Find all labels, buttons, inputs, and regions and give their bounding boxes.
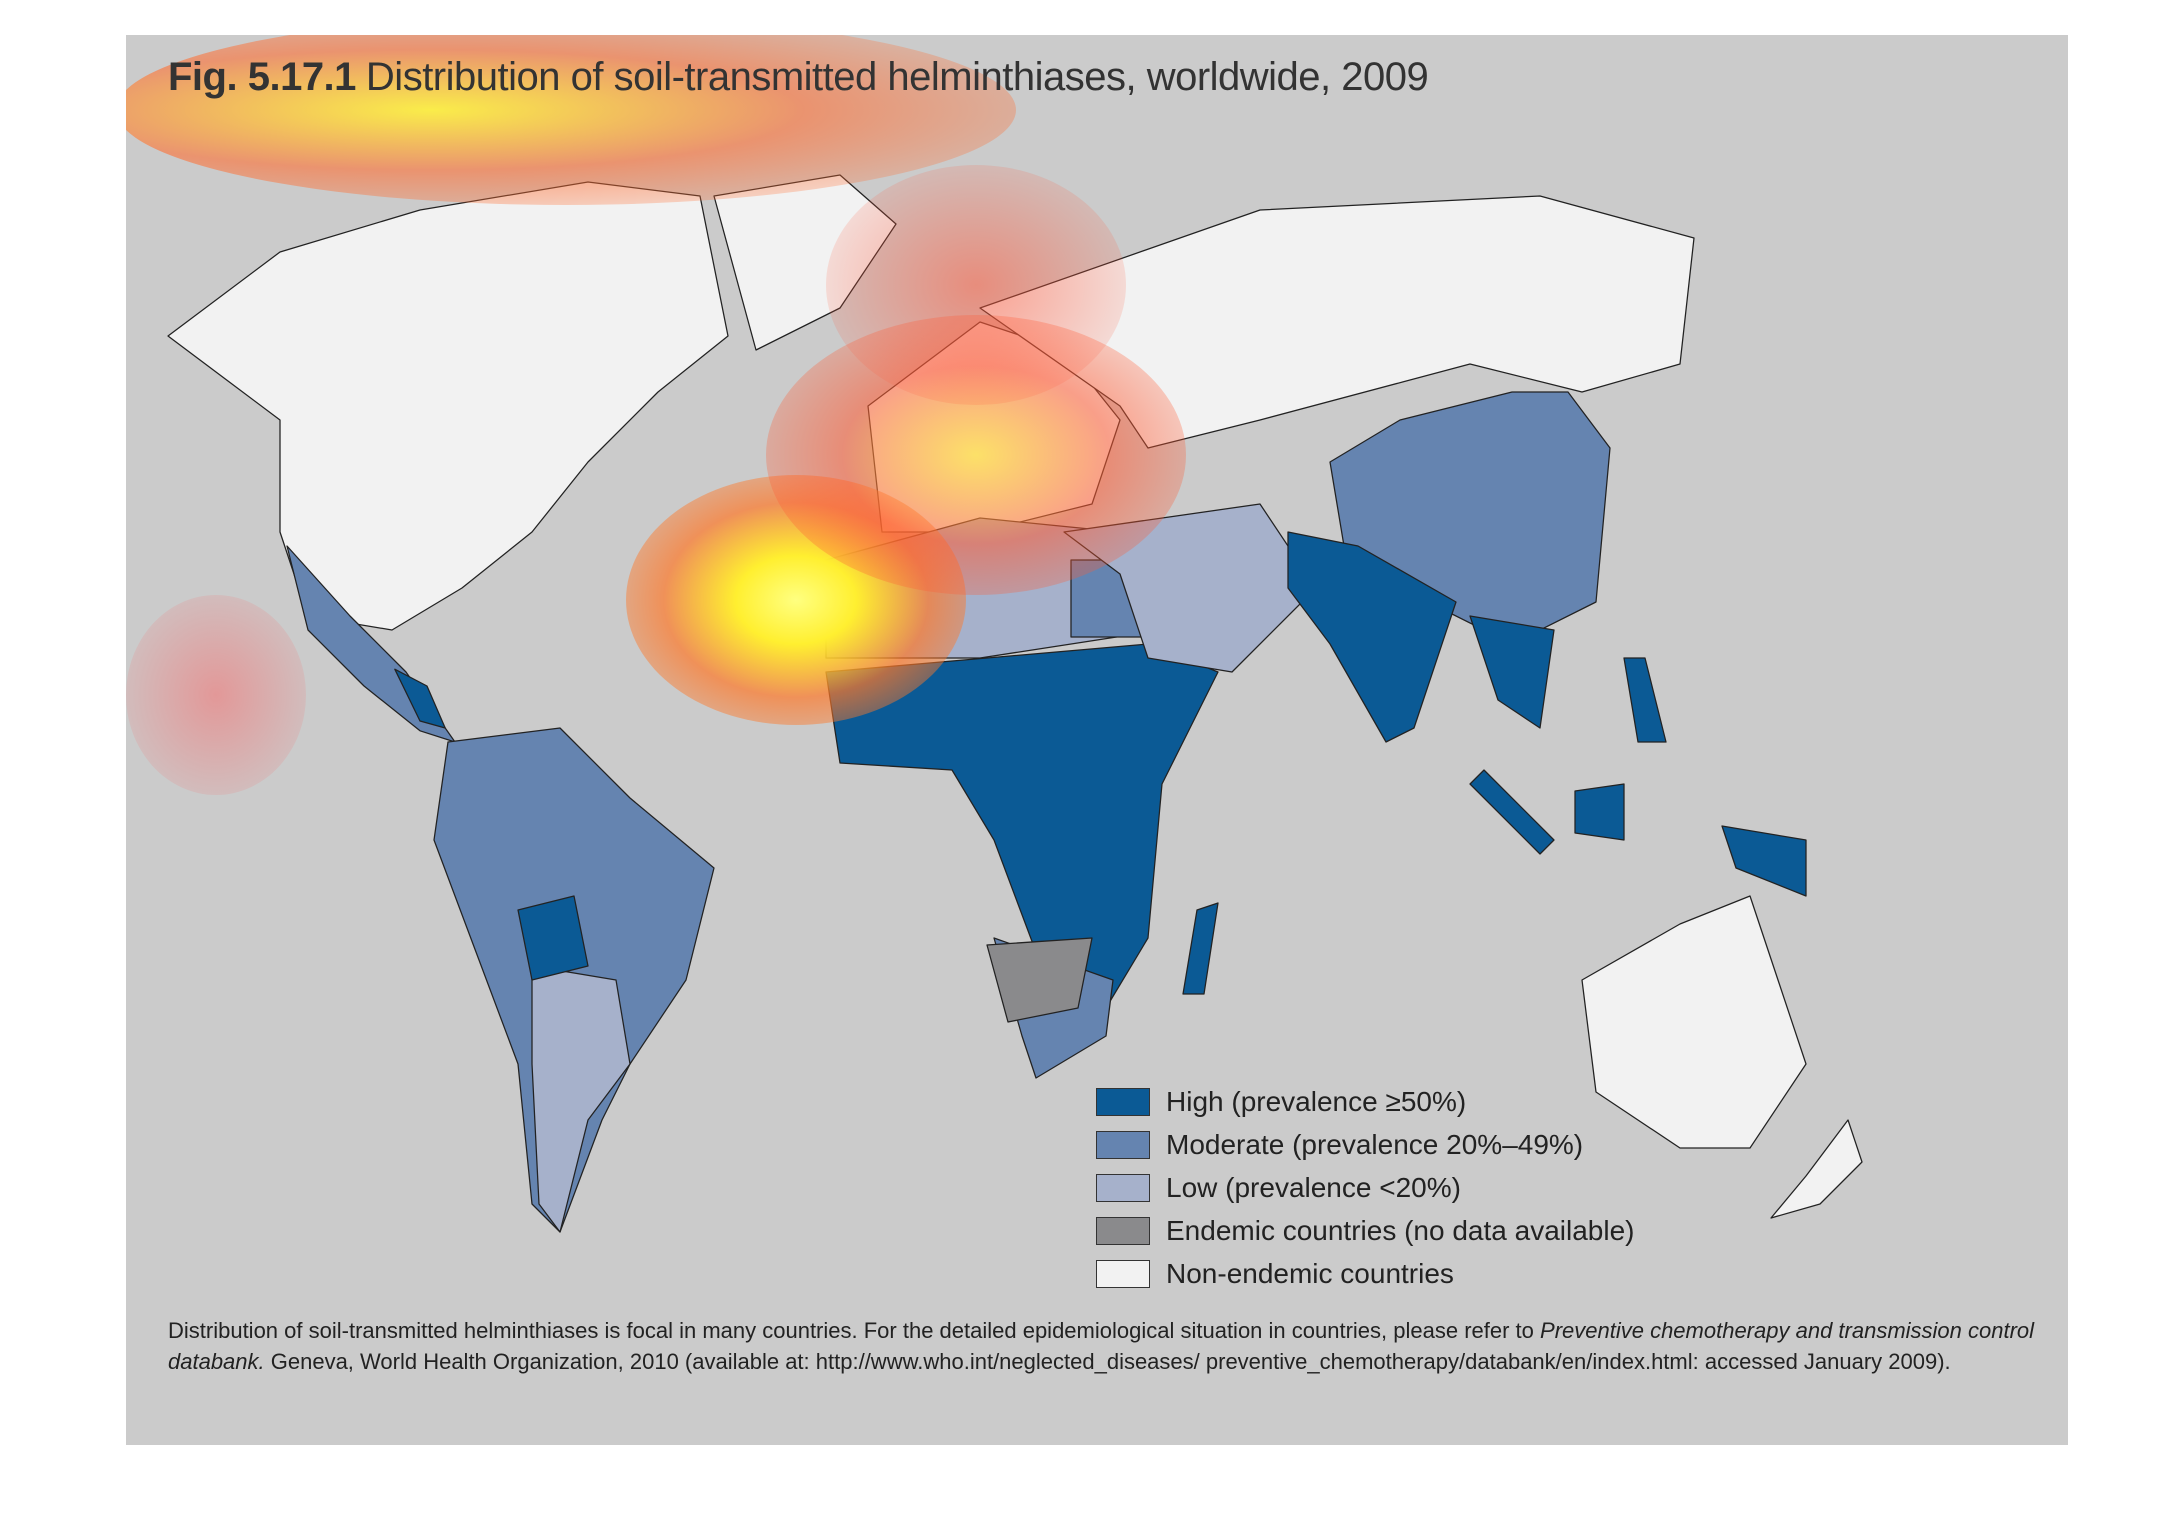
legend-item: Non-endemic countries [1096,1252,1634,1295]
legend-swatch [1096,1087,1150,1116]
madagascar [1182,902,1219,995]
legend-swatch [1096,1130,1150,1159]
legend-swatch [1096,1173,1150,1202]
south-east-asia [1469,615,1555,729]
central-america-high [394,668,446,729]
philippines [1623,657,1667,743]
legend-swatch [1096,1216,1150,1245]
north-america [167,181,729,631]
greenland [713,174,897,351]
sumatra [1469,769,1555,855]
figure-title: Fig. 5.17.1 Distribution of soil-transmit… [168,55,1429,100]
figure-panel: Fig. 5.17.1 Distribution of soil-transmit… [126,35,2068,1445]
legend-item: Moderate (prevalence 20%–49%) [1096,1123,1634,1166]
legend-item: Endemic countries (no data available) [1096,1209,1634,1252]
southern-africa-endemic [986,937,1093,1023]
footnote-text: Distribution of soil-transmitted helmint… [168,1318,1541,1343]
new-guinea [1721,825,1807,897]
new-zealand [1770,1119,1863,1219]
borneo [1574,783,1625,841]
figure-number: Fig. 5.17.1 [168,55,356,99]
southern-cone [531,965,631,1233]
title-text: Distribution of soil-transmitted helmint… [365,55,1429,99]
legend-label: Moderate (prevalence 20%–49%) [1166,1128,1584,1160]
legend: High (prevalence ≥50%) Moderate (prevalen… [1096,1080,1634,1295]
bolivia [517,895,589,981]
legend-label: Non-endemic countries [1166,1257,1454,1289]
footnote: Distribution of soil-transmitted helmint… [168,1315,2048,1377]
footnote-source: Preventive chemotherapy and transmission… [168,1318,2035,1374]
legend-label: High (prevalence ≥50%) [1166,1085,1467,1117]
legend-label: Endemic countries (no data available) [1166,1214,1635,1246]
legend-item: Low (prevalence <20%) [1096,1166,1634,1209]
australia [1581,895,1807,1149]
legend-item: High (prevalence ≥50%) [1096,1080,1634,1123]
india [1287,531,1457,743]
legend-swatch [1096,1259,1150,1288]
footnote-text: Geneva, World Health Organization, 2010 … [264,1349,1951,1374]
legend-label: Low (prevalence <20%) [1166,1171,1461,1203]
